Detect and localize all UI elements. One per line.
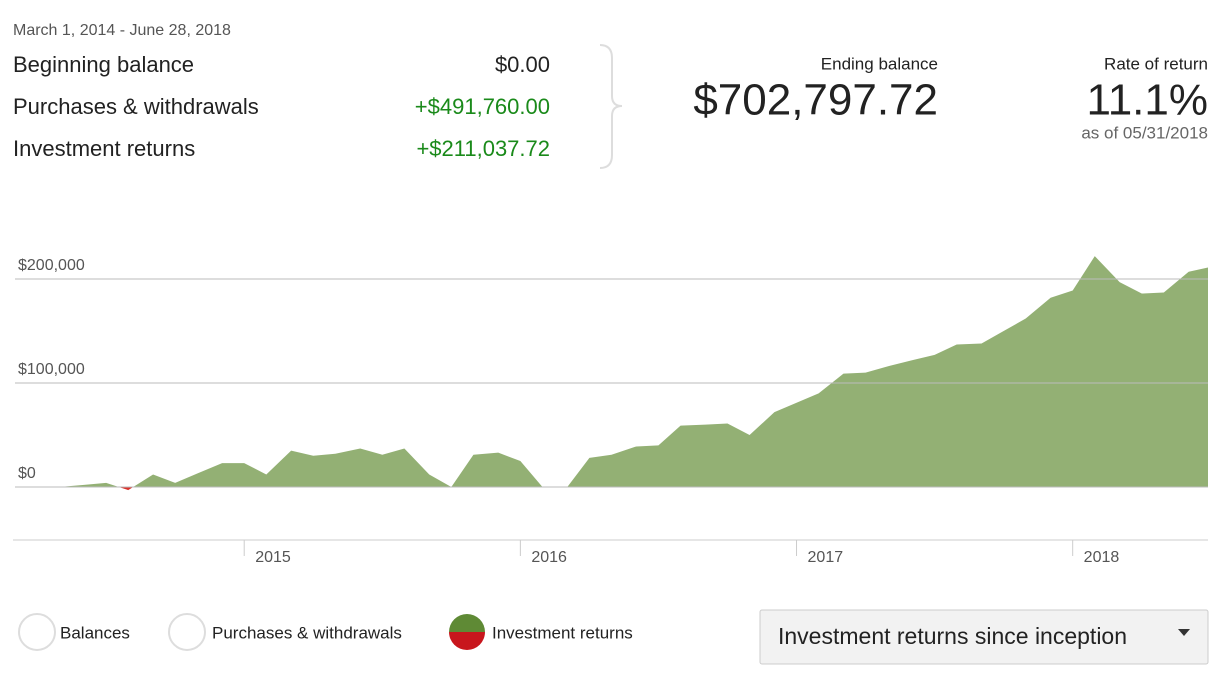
x-tick-label: 2018 <box>1084 549 1120 566</box>
ending-label: Ending balance <box>821 54 938 73</box>
y-tick-label: $200,000 <box>18 257 85 274</box>
row-label: Purchases & withdrawals <box>13 94 259 119</box>
dropdown-label[interactable]: Investment returns since inception <box>778 623 1127 649</box>
legend-toggle[interactable] <box>449 614 485 632</box>
row-value: +$211,037.72 <box>416 136 550 161</box>
ending-value: $702,797.72 <box>693 76 938 125</box>
y-tick-label: $100,000 <box>18 361 85 378</box>
date-range: March 1, 2014 - June 28, 2018 <box>13 22 231 39</box>
legend-label[interactable]: Purchases & withdrawals <box>212 623 402 642</box>
legend-toggle[interactable] <box>168 613 206 651</box>
x-tick-label: 2016 <box>531 549 567 566</box>
legend-label[interactable]: Investment returns <box>492 623 633 642</box>
brace <box>599 44 623 169</box>
chart: $0 $100,000 $200,000 2015 2016 2017 2018 <box>13 256 1208 566</box>
dropdown[interactable] <box>759 609 1209 665</box>
y-tick-label: $0 <box>18 465 36 482</box>
rate-value: 11.1% <box>1087 76 1209 125</box>
legend-toggle[interactable] <box>449 632 485 650</box>
x-tick-label: 2017 <box>808 549 844 566</box>
returns-area <box>15 256 1208 491</box>
row-label: Investment returns <box>13 136 195 161</box>
legend-label[interactable]: Balances <box>60 623 130 642</box>
legend-toggle[interactable] <box>18 613 56 651</box>
x-tick-label: 2015 <box>255 549 291 566</box>
rate-label: Rate of return <box>1104 54 1208 73</box>
dropdown-arrow[interactable] <box>1178 629 1190 636</box>
row-label: Beginning balance <box>13 52 194 77</box>
rate-as-of: as of 05/31/2018 <box>1081 123 1208 142</box>
row-value: $0.00 <box>495 52 550 77</box>
row-value: +$491,760.00 <box>415 94 550 119</box>
